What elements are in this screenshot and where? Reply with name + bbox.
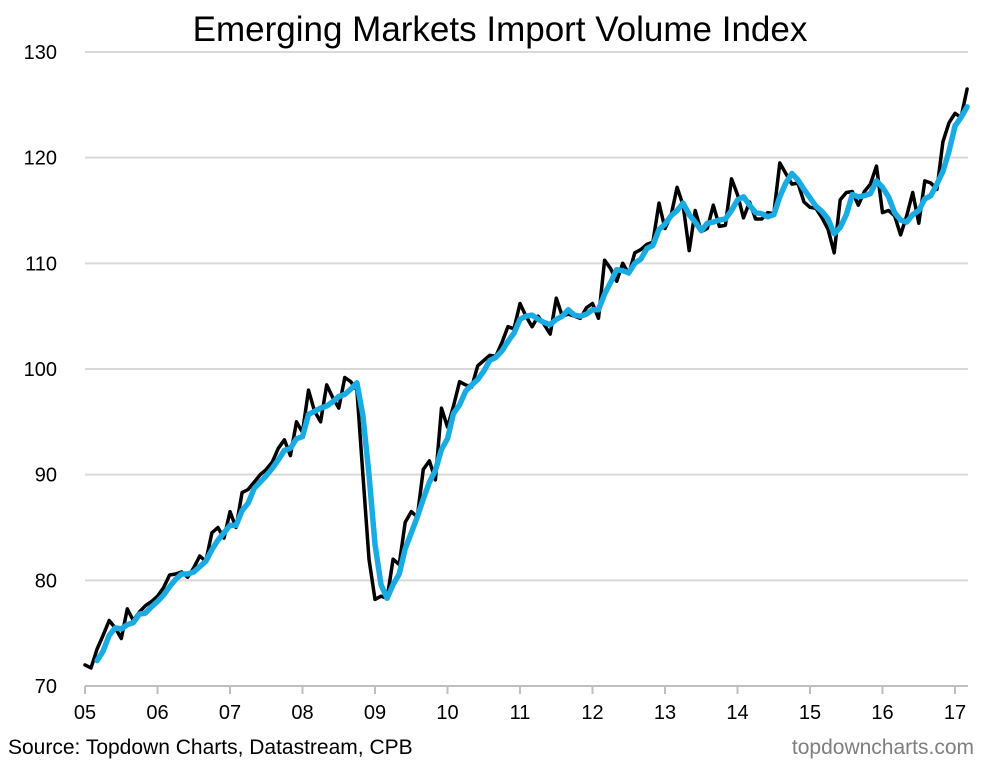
source-note: Source: Topdown Charts, Datastream, CPB [8,736,413,759]
x-tick-label: 07 [219,702,241,724]
x-tick-label: 17 [944,702,966,724]
x-tick-label: 15 [799,702,821,724]
y-tick-label: 130 [24,42,57,64]
gridlines [85,51,968,582]
x-tick-label: 05 [74,702,96,724]
chart-title: Emerging Markets Import Volume Index [192,10,808,49]
x-tick-label: 10 [436,702,458,724]
x-tick-label: 12 [581,702,603,724]
x-tick-label: 09 [364,702,386,724]
x-tick-label: 06 [146,702,168,724]
y-axis: 70 80 90 100 110 120 130 [24,42,57,698]
y-tick-label: 70 [35,676,57,698]
x-tick-label: 08 [291,702,313,724]
x-tick-label: 16 [871,702,893,724]
y-tick-label: 120 [24,148,57,170]
y-tick-label: 110 [25,253,57,275]
x-axis: 05 06 07 08 09 10 11 12 13 14 15 16 17 [74,685,968,724]
x-tick-label: 11 [510,702,531,724]
x-tick-label: 14 [726,702,748,724]
series-line-moving-average [94,104,970,664]
y-tick-label: 100 [24,359,57,381]
series-lines [83,87,970,670]
y-tick-label: 80 [35,570,57,592]
x-tick-label: 13 [654,702,676,724]
y-tick-label: 90 [35,465,57,487]
watermark-url[interactable]: topdowncharts.com [791,736,974,759]
